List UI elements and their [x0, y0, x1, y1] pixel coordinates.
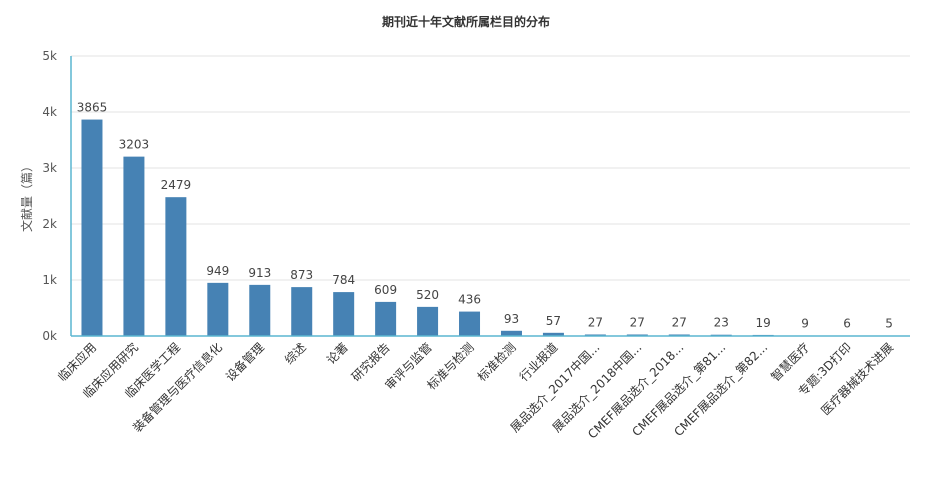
bar[interactable] [417, 306, 439, 336]
x-tick-label: 医疗器械技术进展 [818, 340, 896, 418]
bar[interactable] [123, 156, 145, 336]
chart-title: 期刊近十年文献所属栏目的分布 [381, 15, 550, 29]
data-label: 57 [546, 314, 561, 328]
x-tick-label: 设备管理 [222, 340, 267, 385]
y-tick-label: 3k [42, 161, 57, 175]
bar[interactable] [626, 334, 648, 336]
data-label: 6 [843, 317, 851, 331]
x-tick-label: 智慧医疗 [768, 340, 813, 385]
y-tick-label: 4k [42, 105, 57, 119]
bar[interactable] [459, 311, 481, 336]
y-tick-label: 2k [42, 217, 57, 231]
x-tick-label: 论著 [324, 340, 351, 367]
data-label: 2479 [161, 178, 192, 192]
x-tick-label: 行业报道 [516, 340, 561, 385]
data-label: 23 [714, 316, 729, 330]
data-label: 93 [504, 312, 519, 326]
x-tick-label: 研究报告 [348, 340, 393, 385]
x-tick-label: 标准检测 [474, 340, 519, 385]
data-label: 873 [290, 268, 313, 282]
y-axis-label: 文献量（篇） [19, 160, 34, 232]
x-tick-label: 综述 [282, 340, 309, 367]
data-label: 436 [458, 293, 481, 307]
data-label: 27 [672, 315, 687, 329]
bar[interactable] [584, 334, 606, 336]
y-axis-ticks: 0k 1k 2k 3k 4k 5k [42, 49, 57, 343]
data-label: 3865 [77, 101, 108, 115]
data-label: 27 [630, 315, 645, 329]
bar[interactable] [291, 287, 313, 336]
data-label: 3203 [119, 138, 150, 152]
data-label: 27 [588, 315, 603, 329]
bar[interactable] [542, 332, 564, 336]
data-label: 520 [416, 288, 439, 302]
data-label: 949 [206, 264, 229, 278]
bar[interactable] [81, 119, 103, 336]
y-tick-label: 1k [42, 273, 57, 287]
bar[interactable] [500, 330, 522, 336]
data-label: 913 [248, 266, 271, 280]
bar[interactable] [668, 334, 690, 336]
data-label: 19 [756, 316, 771, 330]
y-tick-label: 0k [42, 329, 57, 343]
bars [81, 119, 900, 337]
bar[interactable] [165, 197, 187, 336]
data-labels: 3865 3203 2479 949 913 873 784 609 520 436 93 57 27 2… [77, 101, 893, 331]
bar[interactable] [207, 282, 229, 336]
data-label: 9 [801, 316, 809, 330]
bar[interactable] [375, 301, 397, 336]
bar[interactable] [333, 292, 355, 336]
data-label: 5 [885, 317, 893, 331]
y-tick-label: 5k [42, 49, 57, 63]
data-label: 609 [374, 283, 397, 297]
gridlines [71, 55, 910, 281]
bar[interactable] [249, 284, 271, 336]
x-tick-label: 临床应用 [55, 340, 100, 385]
data-label: 784 [332, 273, 355, 287]
